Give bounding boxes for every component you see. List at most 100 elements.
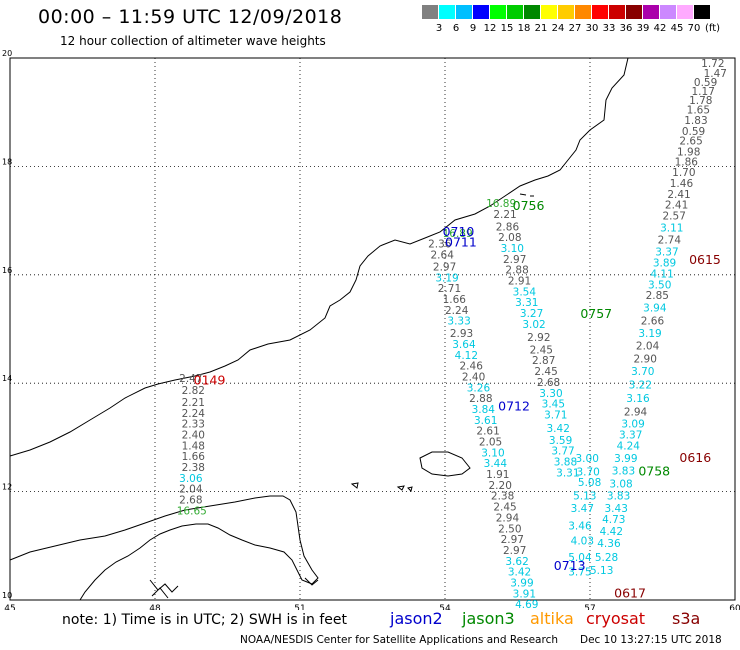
swh-value: 2.88: [505, 265, 528, 277]
swh-value: 3.77: [551, 446, 574, 458]
pass-time: 0149: [194, 372, 226, 387]
x-tick-label: 57: [584, 604, 595, 610]
swh-value: 4.03: [571, 536, 594, 548]
swh-value: 2.33: [182, 419, 205, 431]
swh-value: 2.21: [493, 209, 516, 221]
swh-value: 2.04: [179, 484, 203, 496]
y-tick-label: 18: [2, 157, 12, 166]
swh-value: 3.06: [179, 473, 203, 485]
y-tick-label: 20: [2, 49, 12, 58]
swh-value: 3.71: [544, 409, 567, 421]
wave-height-values: 1.721.470.591.171.781.651.830.592.651.98…: [177, 58, 727, 610]
swh-value: 5.08: [578, 477, 601, 489]
legend-swatch-3: [473, 5, 489, 19]
legend-swatch-13: [643, 5, 659, 19]
map-frame: [9, 57, 736, 601]
swh-value: 3.75: [568, 567, 591, 579]
swh-value: 3.00: [576, 453, 599, 465]
swh-value: 3.46: [568, 521, 592, 533]
swh-value: 1.70: [672, 167, 695, 179]
swh-value: 3.70: [576, 466, 599, 478]
swh-value: 3.11: [660, 222, 683, 234]
legend-swatch-2: [456, 5, 472, 19]
pass-time: 0758: [638, 463, 670, 478]
swh-value: 3.09: [621, 419, 644, 431]
swh-value: 3.22: [629, 380, 652, 392]
swh-value: 2.40: [462, 371, 485, 383]
legend-label: 3: [435, 23, 443, 34]
x-tick-labels: 45 48 51 54 57 60: [4, 604, 740, 610]
swh-value: 2.36: [428, 239, 452, 251]
swh-value: 3.37: [655, 246, 678, 258]
swh-value: 3.45: [542, 399, 565, 411]
legend-label: 42: [653, 23, 667, 34]
pass-time: 0710: [443, 224, 475, 239]
legend-label: 6: [452, 23, 460, 34]
swh-value: 2.24: [445, 305, 469, 317]
legend-swatch-14: [660, 5, 676, 19]
swh-value: 2.91: [508, 276, 531, 288]
satellite-cryosat: cryosat: [586, 609, 646, 628]
swh-value: 1.46: [670, 178, 694, 190]
swh-value: 4.42: [600, 526, 623, 538]
swh-value: 2.57: [663, 211, 686, 223]
swh-value: 3.94: [643, 303, 667, 315]
swh-value: 2.68: [179, 495, 202, 507]
swh-value: 2.97: [433, 261, 456, 273]
swh-value: 2.90: [634, 354, 657, 366]
swh-value: 3.50: [648, 279, 671, 291]
swh-value: 2.71: [438, 283, 461, 295]
legend-swatch-15: [677, 5, 693, 19]
swh-value: 2.74: [658, 234, 682, 246]
swh-value: 2.50: [498, 523, 521, 535]
x-tick-label: 51: [294, 604, 305, 610]
swh-value: 2.92: [527, 332, 550, 344]
legend-swatch-6: [524, 5, 540, 19]
swh-value: 3.33: [447, 316, 470, 328]
legend-swatch-8: [558, 5, 574, 19]
swh-value: 3.54: [513, 286, 537, 298]
swh-value: 2.38: [491, 491, 514, 503]
satellite-jason2: jason2: [390, 609, 443, 628]
swh-value: 1.83: [684, 115, 707, 127]
page-title: 00:00 – 11:59 UTC 12/09/2018: [38, 6, 343, 28]
pass-time: 0615: [689, 252, 721, 267]
swh-value: 3.47: [571, 503, 594, 515]
coastline: [9, 57, 629, 601]
swh-value: 5.28: [595, 552, 618, 564]
legend-swatch-10: [592, 5, 608, 19]
swh-value: 3.02: [522, 319, 545, 331]
generation-timestamp: Dec 10 13:27:15 UTC 2018: [580, 634, 722, 646]
swh-value: 5.13: [590, 565, 613, 577]
pass-time: 0617: [614, 585, 646, 600]
swh-value: 3.44: [484, 458, 508, 470]
swh-value: 2.45: [534, 366, 557, 378]
legend-label: 24: [551, 23, 565, 34]
legend-label: 18: [517, 23, 531, 34]
swh-value: 3.30: [539, 388, 562, 400]
swh-value: 2.68: [537, 377, 560, 389]
swh-value: 2.05: [479, 437, 502, 449]
legend-label: 21: [534, 23, 548, 34]
swh-value: 2.38: [182, 462, 205, 474]
swh-value: 5.04: [568, 552, 592, 564]
swh-value: 3.26: [467, 382, 491, 394]
x-tick-label: 48: [149, 604, 161, 610]
swh-value: 3.42: [547, 423, 570, 435]
pass-time: 0712: [498, 398, 530, 413]
swh-value: 1.17: [692, 86, 715, 98]
swh-value: 2.04: [636, 341, 660, 353]
swh-value: 2.40: [182, 429, 205, 441]
swh-value: 2.65: [679, 136, 702, 148]
legend-label: 27: [568, 23, 582, 34]
pass-time: 0616: [679, 450, 711, 465]
y-tick-label: 12: [2, 483, 12, 492]
legend-label: 30: [585, 23, 599, 34]
swh-value: 3.10: [481, 447, 504, 459]
legend-label: 36: [619, 23, 633, 34]
swh-value: 2.88: [469, 393, 492, 405]
legend-swatch-4: [490, 5, 506, 19]
swh-value: 2.21: [182, 397, 205, 409]
credit-line: NOAA/NESDIS Center for Satellite Applica…: [240, 634, 558, 646]
